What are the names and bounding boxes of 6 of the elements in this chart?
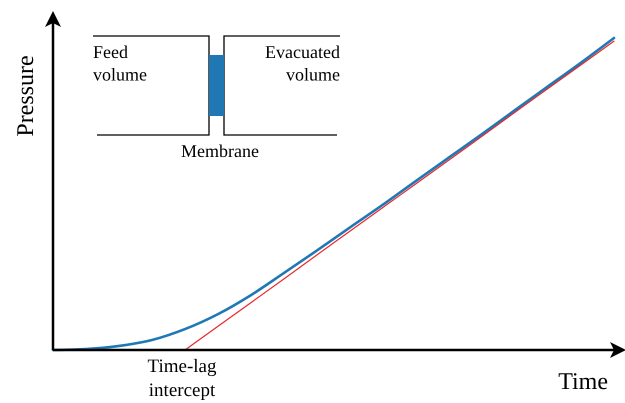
annotation: Evacuated volume: [265, 42, 340, 84]
annotation: Membrane: [181, 141, 259, 161]
text: Time-lag intercept: [148, 356, 217, 401]
x-axis-title: Time: [558, 369, 608, 395]
y-axis-title: Pressure: [13, 55, 39, 137]
annotation: Feed volume: [93, 42, 147, 84]
